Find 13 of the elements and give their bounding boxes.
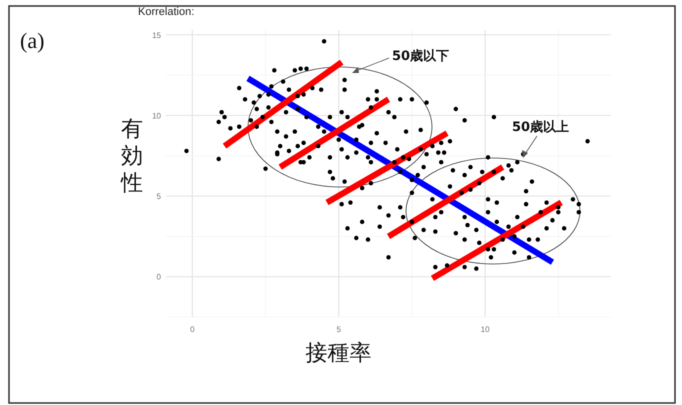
y-tick-label: 5 (156, 192, 162, 202)
y-tick-label: 10 (152, 111, 162, 120)
y-tick-label: 15 (152, 30, 162, 40)
y-axis-title: 有効性 (120, 117, 143, 196)
x-axis-title: 接種率 (306, 341, 372, 366)
x-tick-label: 5 (336, 325, 342, 334)
x-tick-label: 0 (190, 325, 196, 334)
y-tick-label: 0 (156, 272, 162, 282)
annotation: 50歳以上 (512, 120, 570, 135)
text: (a) (20, 28, 44, 53)
chart-title: Korrelation: (138, 6, 194, 18)
annotation: 50歳以下 (392, 49, 450, 64)
x-tick-label: 10 (480, 325, 490, 334)
